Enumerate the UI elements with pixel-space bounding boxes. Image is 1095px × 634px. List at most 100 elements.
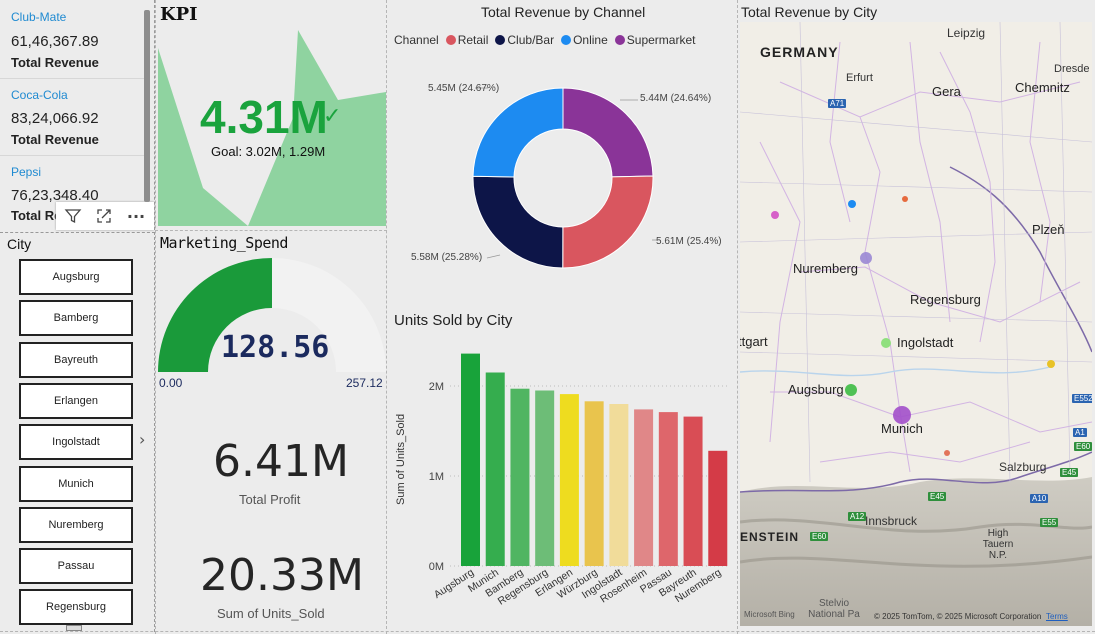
visual-header-toolbar: ··· (56, 202, 154, 230)
city-option[interactable]: Munich (19, 466, 133, 502)
brand-label: Total Revenue (11, 132, 99, 147)
road-shield: A1 (1073, 428, 1087, 437)
slicer-title: City (7, 236, 32, 252)
legend-label: Club/Bar (507, 33, 555, 47)
slice-label-clubbar: 5.58M (25.28%) (411, 252, 483, 263)
panel-divider (155, 0, 156, 634)
gauge-min-label: 0.00 (159, 376, 183, 390)
city-option[interactable]: Erlangen (19, 383, 133, 419)
map-city-label: Regensburg (910, 292, 981, 307)
map-terms-link[interactable]: Terms (1046, 612, 1068, 621)
resize-handle[interactable] (66, 625, 82, 631)
kpi-goal: Goal: 3.02M, 1.29M (211, 144, 326, 159)
city-slicer (0, 232, 155, 632)
bar[interactable] (461, 353, 480, 566)
brand-value: 61,46,367.89 (11, 33, 99, 50)
city-option[interactable]: Bayreuth (19, 342, 133, 378)
bar[interactable] (535, 390, 555, 567)
panel-divider (386, 0, 387, 634)
road-shield: E55 (1040, 518, 1059, 527)
panel-divider (737, 0, 738, 634)
bar-chart: 0M1M2MAugsburgMunichBambergRegensburgErl… (429, 353, 730, 608)
legend-dot (614, 35, 625, 45)
legend-label: Retail (457, 33, 489, 47)
city-option[interactable]: Bamberg (19, 300, 133, 336)
panel-divider (155, 230, 387, 231)
bar[interactable] (658, 412, 678, 566)
filter-icon[interactable] (58, 202, 88, 230)
brand-name: Coca-Cola (11, 88, 68, 102)
legend-item[interactable]: Online (561, 33, 608, 47)
slice-label-supermarket: 5.44M (24.64%) (640, 93, 712, 104)
legend-item[interactable]: Club/Bar (495, 33, 554, 47)
units-card-value: 20.33M (200, 550, 364, 601)
bar[interactable] (584, 401, 604, 566)
kpi-trend-area (158, 30, 386, 226)
brand-name: Club-Mate (11, 10, 67, 24)
card-scrollbar[interactable] (144, 10, 150, 202)
bar-chart-title: Units Sold by City (394, 312, 513, 329)
donut-slice[interactable] (562, 175, 654, 269)
card-separator (0, 155, 148, 156)
donut-title: Total Revenue by Channel (481, 4, 646, 20)
bar[interactable] (708, 450, 728, 566)
bar[interactable] (634, 409, 654, 566)
map-city-label: Augsburg (788, 382, 844, 397)
chevron-right-icon[interactable]: › (139, 430, 146, 449)
map-country-label: GERMANY (760, 44, 839, 60)
city-option[interactable]: Augsburg (19, 259, 133, 295)
map-city-label: Gera (932, 84, 961, 99)
kpi-area-shape (158, 30, 386, 226)
leader-line (486, 254, 501, 259)
map-city-label: Dresde (1054, 63, 1090, 75)
y-tick-label: 0M (429, 561, 444, 573)
map-city-label: Nuremberg (793, 261, 859, 276)
bar[interactable] (609, 404, 629, 566)
units-card-label: Sum of Units_Sold (217, 606, 325, 621)
gauge-max-label: 257.12 (346, 376, 383, 390)
focus-mode-icon[interactable] (89, 202, 119, 230)
road-shield: E45 (928, 492, 947, 501)
city-option[interactable]: Passau (19, 548, 133, 584)
panel-divider (0, 631, 1095, 632)
donut-slice[interactable] (472, 87, 564, 178)
legend-label: Supermarket (626, 33, 696, 47)
road-shield: A12 (848, 512, 867, 521)
city-option[interactable]: Regensburg (19, 589, 133, 625)
map-credit: © 2025 TomTom, © 2025 Microsoft Corporat… (874, 612, 1042, 621)
more-options-button[interactable]: ··· (126, 206, 146, 226)
legend-item[interactable]: Retail (445, 33, 489, 47)
map-city-label: Erfurt (846, 72, 873, 84)
road-shield: E45 (1060, 468, 1079, 477)
map-city-label: Innsbruck (865, 514, 918, 528)
bar[interactable] (485, 372, 505, 567)
map-title: Total Revenue by City (741, 4, 878, 20)
road-shield: A71 (828, 99, 847, 108)
brand-value: 83,24,066.92 (11, 110, 99, 127)
legend-item[interactable]: Supermarket (614, 33, 696, 47)
map-data-markers (771, 196, 1055, 456)
gauge-fill (158, 258, 272, 372)
gauge-value: 128.56 (221, 330, 330, 365)
map-city-label: Munich (881, 421, 923, 436)
bar[interactable] (559, 394, 579, 566)
map-visual[interactable]: GERMANY ENSTEIN Leipzig Dresde Erfurt Ge… (740, 22, 1092, 626)
map-park-label: Stelvio National Pa (808, 598, 860, 620)
bar[interactable] (510, 388, 530, 566)
gauge-chart (158, 258, 386, 372)
city-option[interactable]: Ingolstadt (19, 424, 133, 460)
donut-slice[interactable] (472, 175, 564, 269)
donut-chart (472, 87, 658, 269)
map-city-label: Chemnitz (1015, 80, 1070, 95)
kpi-value: 4.31M (200, 91, 328, 143)
y-tick-label: 1M (429, 471, 444, 483)
city-option[interactable]: Nuremberg (19, 507, 133, 543)
microsoft-logo: Microsoft Bing (744, 610, 795, 619)
legend-dot (495, 35, 506, 45)
brand-multirow-card: Club-Mate 61,46,367.89 Total Revenue Coc… (0, 0, 155, 230)
kpi-title: KPI (160, 4, 198, 25)
map-city-label: ttgart (740, 334, 768, 349)
card-separator (0, 78, 148, 79)
legend-dot (561, 35, 572, 45)
bar[interactable] (683, 416, 703, 566)
